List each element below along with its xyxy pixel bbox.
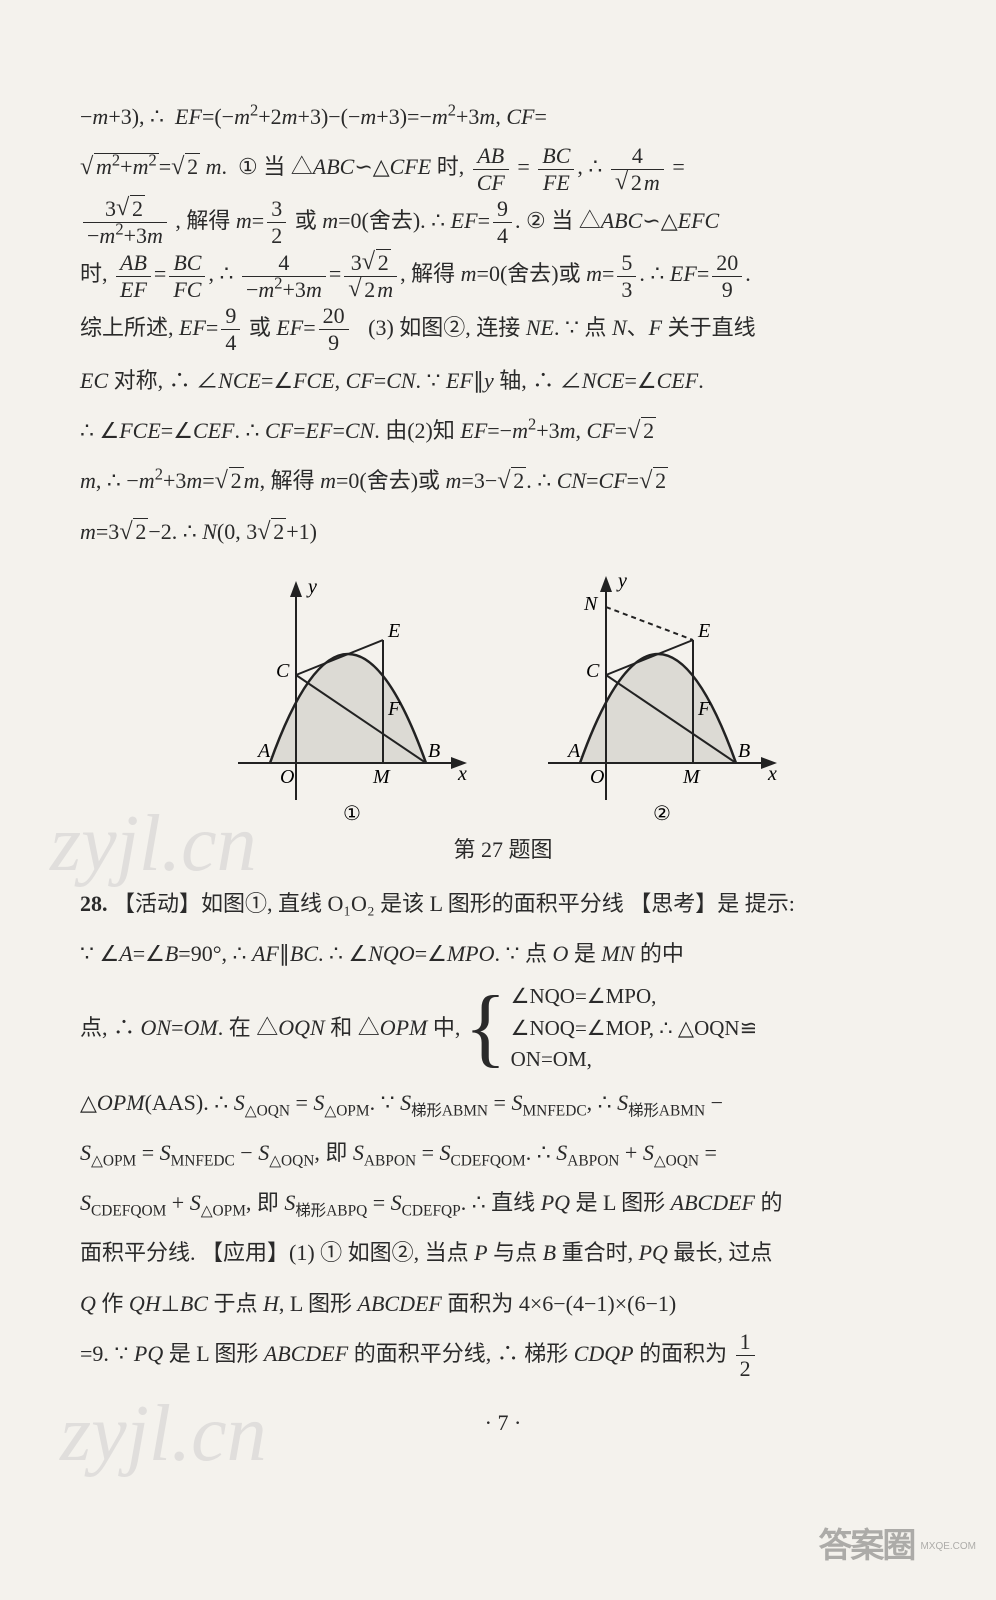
text-line: 时, ABEF=BCFC, ∴ 4−m2+3m=322m, 解得 m=0(舍去)… xyxy=(80,251,926,300)
text-line: m2+m2=2 m. ① 当 △ABC∽△CFE 时, ABCF = BCFE,… xyxy=(80,144,926,193)
text-line: EC 对称, ∴ ∠NCE=∠FCE, CF=CN. ∵ EF∥y 轴, ∴ ∠… xyxy=(80,358,926,404)
q28-heading: 【活动】如图①, 直线 O₁O₂ 是该 L 图形的面积平分线 【思考】是 提示: xyxy=(113,891,795,916)
svg-text:F: F xyxy=(387,698,401,720)
figure-1: C E F A B O M x y ① xyxy=(218,565,478,825)
svg-text:①: ① xyxy=(343,803,361,825)
text-line: m, ∴ −m2+3m=2m, 解得 m=0(舍去)或 m=3−2. ∴ CN=… xyxy=(80,458,926,504)
svg-text:B: B xyxy=(428,740,440,762)
svg-text:②: ② xyxy=(653,803,671,825)
text-line: 面积平分线. 【应用】(1) ① 如图②, 当点 P 与点 B 重合时, PQ … xyxy=(80,1230,926,1276)
svg-text:N: N xyxy=(583,593,599,615)
svg-text:M: M xyxy=(372,766,391,788)
text-line: ∴ ∠FCE=∠CEF. ∴ CF=EF=CN. 由(2)知 EF=−m2+3m… xyxy=(80,408,926,454)
question-number: 28. xyxy=(80,891,108,916)
svg-text:y: y xyxy=(616,570,627,592)
text-line: △OPM(AAS). ∴ S△OQN = S△OPM. ∵ S梯形ABMN = … xyxy=(80,1080,926,1126)
svg-text:O: O xyxy=(280,766,294,788)
svg-text:C: C xyxy=(276,660,290,682)
brace-system: { ∠NQO=∠MPO, ∠NOQ=∠MOP, ∴ △OQN≌ ON=OM, xyxy=(464,981,757,1076)
svg-text:F: F xyxy=(697,698,711,720)
text-line: SCDEFQOM + S△OPM, 即 S梯形ABPQ = SCDEFQP. ∴… xyxy=(80,1180,926,1226)
svg-text:E: E xyxy=(697,620,710,642)
text-line: 综上所述, EF=94 或 EF=209 (3) 如图②, 连接 NE. ∵ 点… xyxy=(80,305,926,354)
corner-watermark: 答案圈 MXQE.COM xyxy=(818,1511,976,1582)
text-line: 32−m2+3m , 解得 m=32 或 m=0(舍去). ∴ EF=94. ②… xyxy=(80,198,926,247)
text-line: ∵ ∠A=∠B=90°, ∴ AF∥BC. ∴ ∠NQO=∠MPO. ∵ 点 O… xyxy=(80,931,926,977)
svg-text:A: A xyxy=(256,740,271,762)
text-line: Q 作 QH⊥BC 于点 H, L 图形 ABCDEF 面积为 4×6−(4−1… xyxy=(80,1281,926,1327)
figure-caption: 第 27 题图 xyxy=(80,827,926,873)
svg-text:M: M xyxy=(682,766,701,788)
text-line: 点, ∴ ON=OM. 在 △OQN 和 △OPM 中, { ∠NQO=∠MPO… xyxy=(80,981,926,1076)
text-line: m=32−2. ∴ N(0, 32+1) xyxy=(80,509,926,555)
corner-logo: 答案圈 xyxy=(818,1511,914,1582)
corner-url: MXQE.COM xyxy=(920,1536,976,1557)
svg-text:B: B xyxy=(738,740,750,762)
svg-text:A: A xyxy=(566,740,581,762)
page-number: · 7 · xyxy=(80,1400,926,1446)
text-line: =9. ∵ PQ 是 L 图形 ABCDEF 的面积平分线, ∴ 梯形 CDQP… xyxy=(80,1331,926,1380)
svg-text:y: y xyxy=(306,576,317,598)
svg-text:O: O xyxy=(590,766,604,788)
svg-text:x: x xyxy=(457,763,467,785)
figure-2: C E N F A B O M x y ② xyxy=(528,565,788,825)
text-line: −m+3), ∴ EF=(−m2+2m+3)−(−m+3)=−m2+3m, CF… xyxy=(80,94,926,140)
svg-text:x: x xyxy=(767,763,777,785)
svg-text:E: E xyxy=(387,620,400,642)
svg-text:C: C xyxy=(586,660,600,682)
text-line: S△OPM = SMNFEDC − S△OQN, 即 SABPON = SCDE… xyxy=(80,1130,926,1176)
text-line: 28. 【活动】如图①, 直线 O₁O₂ 是该 L 图形的面积平分线 【思考】是… xyxy=(80,881,926,927)
figures-row: C E F A B O M x y ① xyxy=(80,565,926,825)
page-container: zyjl.cn zyjl.cn −m+3), ∴ EF=(−m2+2m+3)−(… xyxy=(0,0,996,1600)
